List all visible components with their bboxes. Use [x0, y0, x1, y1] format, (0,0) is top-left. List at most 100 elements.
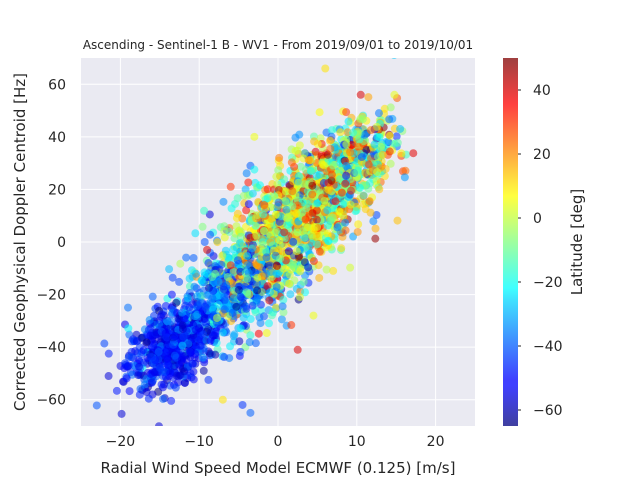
data-point [342, 171, 351, 180]
data-point [354, 142, 363, 151]
data-point [161, 301, 170, 310]
data-point [295, 293, 304, 302]
data-point [112, 386, 121, 395]
data-point [355, 183, 364, 192]
data-point [273, 261, 282, 270]
data-point [117, 409, 126, 418]
data-point [272, 282, 281, 291]
data-point [366, 126, 375, 135]
data-point [312, 240, 321, 249]
data-point [342, 140, 351, 149]
data-point [172, 371, 181, 380]
data-point [301, 215, 310, 224]
data-point [154, 422, 163, 426]
data-point [315, 273, 324, 282]
data-point [282, 205, 291, 214]
data-point [233, 194, 242, 203]
data-point [393, 138, 402, 147]
data-point [132, 337, 141, 346]
data-point [228, 308, 237, 317]
data-point [266, 261, 275, 270]
data-point [253, 294, 262, 303]
data-point [122, 374, 131, 383]
y-tick-label: 60 [48, 77, 66, 93]
data-point [251, 308, 260, 317]
data-point [259, 241, 268, 250]
data-point [193, 292, 202, 301]
data-point [288, 187, 297, 196]
data-point [317, 150, 326, 159]
data-point [290, 276, 299, 285]
data-point [385, 115, 394, 124]
data-point [253, 273, 262, 282]
data-point [170, 351, 179, 360]
data-point [191, 312, 200, 321]
data-point [243, 274, 252, 283]
data-point [180, 378, 189, 387]
data-point [146, 331, 155, 340]
y-tick-labels: −60 −40 −20 0 20 40 60 [36, 77, 66, 408]
data-point [346, 148, 355, 157]
data-point [266, 267, 275, 276]
data-point [274, 166, 283, 175]
data-point [167, 317, 176, 326]
data-point [142, 387, 151, 396]
data-point [232, 243, 241, 252]
data-point [346, 263, 355, 272]
colorbar [503, 58, 518, 426]
data-point [179, 332, 188, 341]
data-point [124, 324, 133, 333]
data-point [298, 227, 307, 236]
data-point [269, 308, 278, 317]
data-point [259, 226, 268, 235]
data-point [328, 213, 337, 222]
data-point [342, 108, 351, 117]
data-point [148, 292, 157, 301]
data-point [226, 182, 235, 191]
data-point [220, 296, 229, 305]
data-point [235, 337, 244, 346]
data-point [281, 198, 290, 207]
data-point [300, 233, 309, 242]
data-point [393, 216, 402, 225]
data-point [299, 277, 308, 286]
colorbar-tick-label: 20 [533, 147, 551, 163]
data-point [327, 126, 336, 135]
data-point [397, 149, 406, 158]
data-point [324, 186, 333, 195]
chart-title: Ascending - Sentinel-1 B - WV1 - From 20… [83, 38, 473, 52]
data-point [313, 222, 322, 231]
data-point [147, 352, 156, 361]
data-point [270, 192, 279, 201]
y-tick-label: 20 [48, 182, 66, 198]
data-point [313, 199, 322, 208]
data-point [196, 341, 205, 350]
data-point [150, 368, 159, 377]
data-point [191, 229, 200, 238]
data-point [264, 319, 273, 328]
data-point [277, 315, 286, 324]
data-point [206, 336, 215, 345]
data-point [242, 169, 251, 178]
data-point [308, 190, 317, 199]
data-point [348, 128, 357, 137]
data-point [166, 369, 175, 378]
data-point [135, 362, 144, 371]
data-point [274, 269, 283, 278]
data-point [154, 348, 163, 357]
data-point [380, 104, 389, 113]
data-point [253, 211, 262, 220]
data-point [287, 321, 296, 330]
data-point [248, 189, 257, 198]
data-point [315, 247, 324, 256]
data-point [262, 253, 271, 262]
data-point [220, 305, 229, 314]
data-point [178, 341, 187, 350]
data-point [167, 290, 176, 299]
data-point [375, 185, 384, 194]
data-point [400, 173, 409, 182]
data-point [359, 191, 368, 200]
data-point [189, 253, 198, 262]
colorbar-tick-label: −40 [533, 339, 563, 355]
